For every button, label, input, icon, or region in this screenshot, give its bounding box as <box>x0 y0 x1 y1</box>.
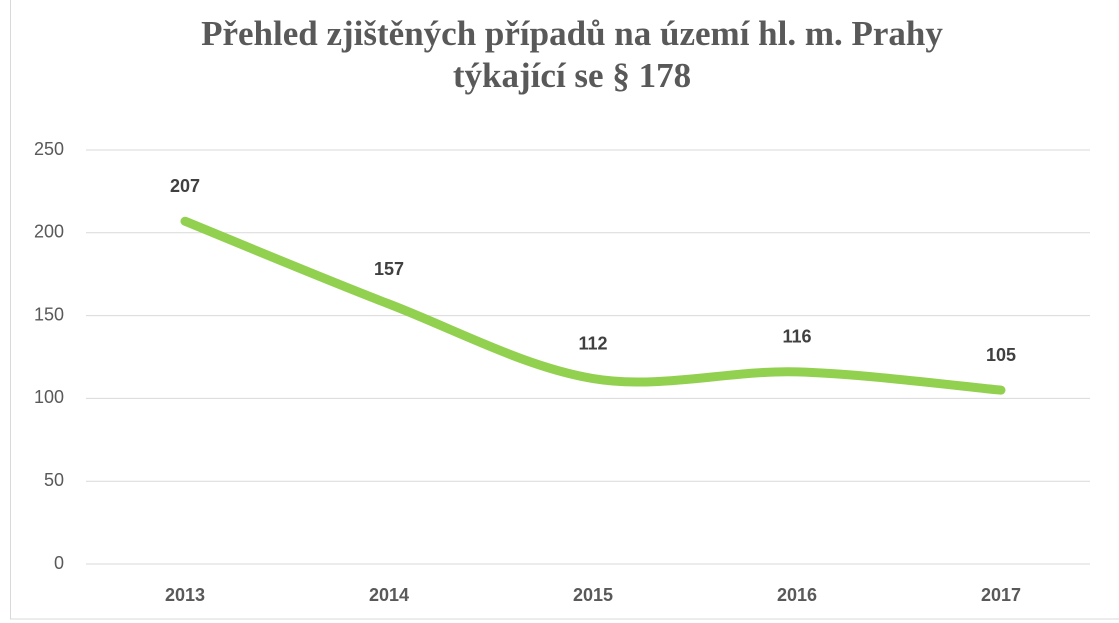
y-tick-label: 50 <box>44 470 64 490</box>
data-label: 112 <box>578 333 607 353</box>
y-tick-label: 0 <box>54 553 64 573</box>
data-label: 116 <box>782 327 811 347</box>
chart-border <box>10 0 1119 620</box>
x-tick-label: 2017 <box>981 585 1021 605</box>
y-tick-label: 100 <box>34 387 64 407</box>
x-tick-label: 2016 <box>777 585 817 605</box>
line <box>180 216 1006 395</box>
y-tick-label: 250 <box>34 139 64 159</box>
data-label: 157 <box>374 259 404 279</box>
data-label: 105 <box>986 345 1016 365</box>
chart-title: Přehled zjištěných případů na území hl. … <box>201 14 943 53</box>
x-tick-label: 2014 <box>369 585 409 605</box>
y-tick-label: 150 <box>34 304 64 324</box>
y-tick-label: 200 <box>34 222 64 242</box>
data-label: 207 <box>170 176 200 196</box>
x-tick-label: 2013 <box>165 585 205 605</box>
chart-title: týkající se § 178 <box>453 56 691 95</box>
x-tick-label: 2015 <box>573 585 613 605</box>
